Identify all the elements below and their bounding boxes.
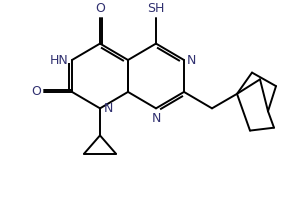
Text: O: O	[31, 85, 41, 98]
Text: HN: HN	[50, 54, 69, 67]
Text: N: N	[187, 54, 196, 67]
Text: N: N	[151, 112, 161, 125]
Text: SH: SH	[147, 2, 165, 15]
Text: O: O	[95, 2, 105, 15]
Text: N: N	[104, 102, 113, 115]
